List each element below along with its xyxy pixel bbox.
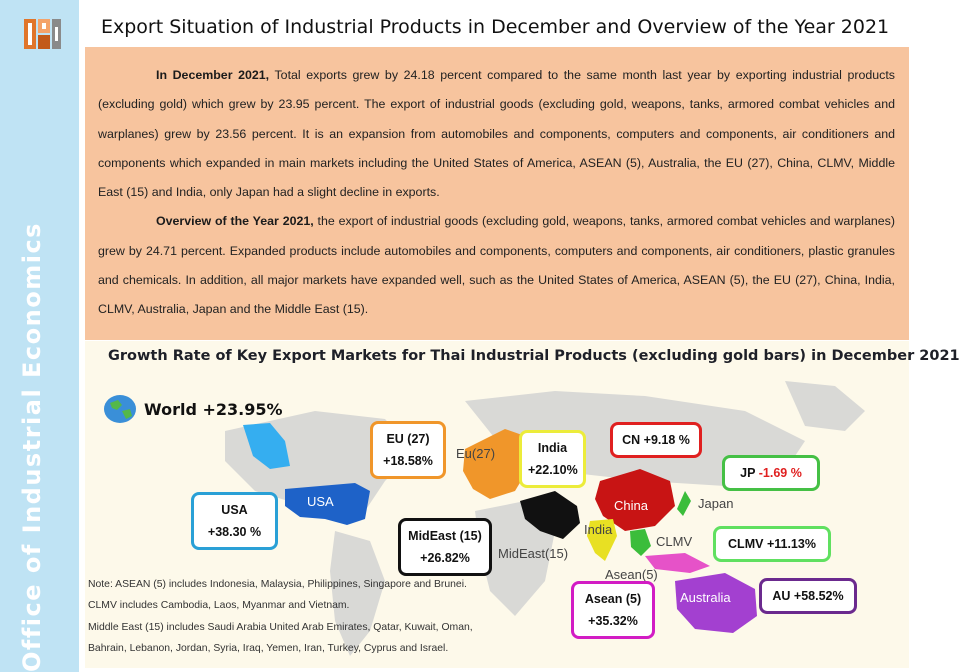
callout-usa-name: USA <box>221 503 248 517</box>
callout-clmv-value: +11.13% <box>766 537 816 551</box>
globe-icon <box>104 395 136 423</box>
callout-eu-value: +18.58% <box>383 454 433 468</box>
world-growth: World +23.95% <box>144 399 283 419</box>
org-name-vertical: Office of Industrial Economics <box>18 222 46 672</box>
callout-jp: JP -1.69 % <box>722 455 820 491</box>
callout-eu: EU (27) +18.58% <box>370 421 446 479</box>
asean-region <box>645 553 710 573</box>
label-asean: Asean(5) <box>605 567 658 582</box>
december-body: Total exports grew by 24.18 percent comp… <box>98 68 895 200</box>
year-body: the export of industrial goods (excludin… <box>98 214 896 317</box>
callout-india-value: +22.10% <box>528 463 578 477</box>
callout-asean-value: +35.32% <box>588 614 638 628</box>
december-lead: In December 2021, <box>156 68 270 82</box>
callout-cn-name: CN <box>622 433 641 447</box>
note-line: Bahrain, Lebanon, Jordan, Syria, Iraq, Y… <box>88 642 449 654</box>
callout-au-name: AU <box>772 589 791 603</box>
callout-eu-name: EU (27) <box>386 432 430 446</box>
label-japan: Japan <box>698 496 734 511</box>
oie-logo-icon <box>24 19 61 49</box>
china-region <box>595 469 675 531</box>
callout-cn-row: CN +9.18 % <box>619 429 693 451</box>
callout-clmv-row: CLMV +11.13% <box>722 533 822 555</box>
sidebar-band <box>0 0 79 672</box>
label-usa: USA <box>307 494 334 509</box>
callout-clmv-name: CLMV <box>728 537 764 551</box>
label-china: China <box>614 498 648 513</box>
note-line: CLMV includes Cambodia, Laos, Myanmar an… <box>88 600 350 612</box>
usa-region <box>285 483 370 525</box>
year-lead: Overview of the Year 2021, <box>156 214 314 229</box>
eu-region <box>463 429 530 499</box>
map-notes: Note: ASEAN (5) includes Indonesia, Mala… <box>88 574 508 659</box>
callout-asean-name: Asean (5) <box>584 592 642 606</box>
callout-asean: Asean (5) +35.32% <box>571 581 655 639</box>
label-australia: Australia <box>680 590 731 605</box>
callout-mideast-value: +26.82% <box>420 551 470 565</box>
map-title: Growth Rate of Key Export Markets for Th… <box>108 348 960 364</box>
mideast-region <box>520 491 580 539</box>
label-india: India <box>584 522 613 537</box>
label-eu: Eu(27) <box>456 446 496 461</box>
label-clmv: CLMV <box>656 534 693 549</box>
callout-cn: CN +9.18 % <box>610 422 702 458</box>
summary-paragraph-december: In December 2021, Total exports grew by … <box>98 61 895 207</box>
clmv-region <box>630 529 651 556</box>
world-summary: World +23.95% <box>102 394 283 424</box>
callout-india: India +22.10% <box>519 430 586 488</box>
callout-jp-value: -1.69 % <box>758 466 802 480</box>
callout-mideast: MidEast (15) +26.82% <box>398 518 492 576</box>
india-region <box>587 519 617 561</box>
note-line: Middle East (15) includes Saudi Arabia U… <box>88 621 473 633</box>
australia-region <box>675 573 757 633</box>
summary-box: In December 2021, Total exports grew by … <box>85 47 909 340</box>
callout-mideast-name: MidEast (15) <box>408 529 482 543</box>
page-title: Export Situation of Industrial Products … <box>101 16 890 38</box>
japan-region <box>677 491 691 516</box>
callout-usa: USA +38.30 % <box>191 492 278 550</box>
callout-clmv: CLMV +11.13% <box>713 526 831 562</box>
callout-au: AU +58.52% <box>759 578 857 614</box>
callout-au-value: +58.52% <box>793 589 844 603</box>
callout-jp-row: JP -1.69 % <box>731 462 811 484</box>
callout-cn-value: +9.18 % <box>643 433 690 447</box>
callout-au-row: AU +58.52% <box>768 585 848 607</box>
callout-india-name: India <box>537 441 568 455</box>
alaska-region <box>243 423 290 469</box>
label-mideast: MidEast(15) <box>498 546 569 561</box>
summary-paragraph-year: Overview of the Year 2021, the export of… <box>98 207 895 324</box>
callout-usa-value: +38.30 % <box>207 525 262 539</box>
callout-jp-name: JP <box>740 466 756 480</box>
note-line: Note: ASEAN (5) includes Indonesia, Mala… <box>88 579 467 590</box>
